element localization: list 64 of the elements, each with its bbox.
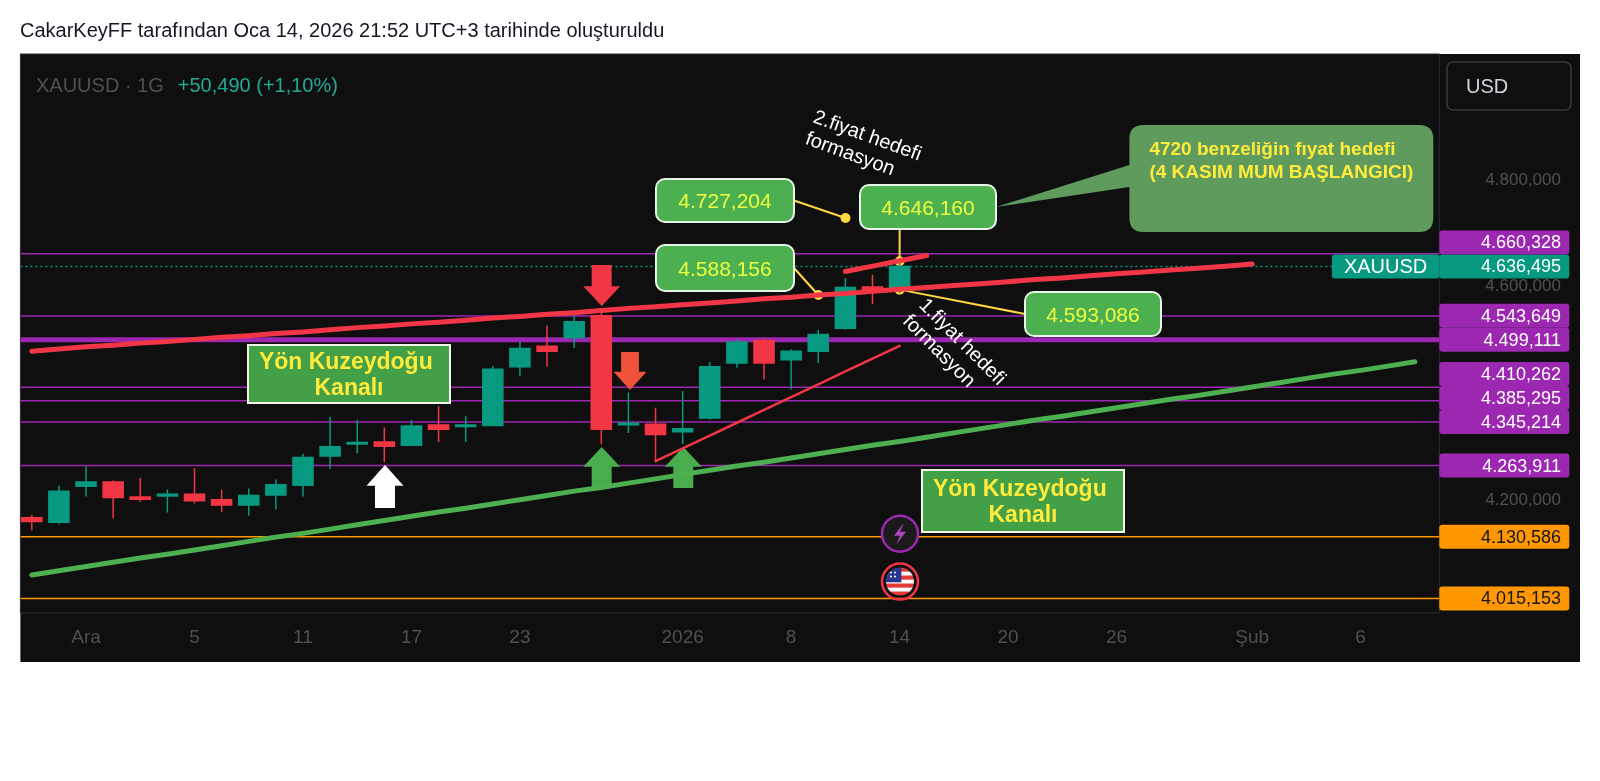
annotation: Yön Kuzeydoğu Kanalı [932, 475, 1114, 527]
y-tick-label: 4.600,000 [1485, 276, 1561, 296]
ref-line-label: 4.015,153 [1480, 588, 1561, 609]
x-tick-label: 26 [1106, 625, 1128, 647]
candlestick [726, 338, 748, 369]
ref-line-label: 4.543,649 [1480, 305, 1561, 326]
ref-line-label: 4.385,295 [1480, 388, 1561, 409]
candlestick [780, 348, 802, 391]
ref-line-label: 4.263,911 [1482, 455, 1561, 476]
candlestick [454, 415, 477, 443]
text: XAUUSD · 1G [36, 74, 164, 96]
text: +50,490 (+1,10%) [177, 74, 338, 96]
x-tick-label: 23 [509, 625, 531, 647]
candlestick [427, 405, 450, 443]
ref-line-label: 4.636,495 [1480, 256, 1561, 277]
x-tick-label: 14 [889, 625, 911, 647]
x-tick-label: 8 [785, 625, 797, 647]
candlestick [210, 488, 233, 513]
annotation: 4.588,156 [678, 256, 772, 280]
x-tick-label: 17 [400, 625, 423, 647]
candlestick [129, 477, 152, 503]
x-tick-label: 2026 [661, 625, 704, 647]
annotation: 4.646,160 [881, 195, 975, 219]
candlestick [265, 478, 287, 511]
x-tick-label: 5 [189, 625, 200, 647]
candlestick [292, 452, 314, 498]
ref-line-label: 4.660,328 [1480, 232, 1561, 253]
candlestick [699, 361, 721, 421]
annotation: Yön Kuzeydoğu Kanalı [258, 348, 440, 400]
annotation: 4.727,204 [678, 189, 773, 212]
ref-line-label: 4.499,111 [1483, 329, 1561, 350]
x-tick-label: 11 [293, 625, 313, 647]
y-tick-label: 4.200,000 [1485, 490, 1561, 510]
candlestick [509, 341, 531, 377]
x-tick-label: Şub [1235, 625, 1270, 647]
x-tick-label: 6 [1355, 625, 1366, 647]
candlestick [617, 392, 640, 434]
annotation: 4.593,086 [1046, 302, 1140, 326]
candlestick [482, 365, 504, 427]
candlestick [536, 324, 558, 368]
annotation: 4720 benzeliğin fıyat hedefi (4 KASIM MUM BAŞLANGICI) [1149, 138, 1414, 182]
candlestick [346, 419, 369, 454]
ref-line-label: 4.130,586 [1480, 526, 1561, 547]
x-tick-label: Ara [71, 625, 102, 647]
candlestick [237, 487, 260, 517]
candlestick [807, 329, 830, 364]
candlestick [373, 426, 396, 464]
x-tick-label: 20 [997, 625, 1019, 647]
y-tick-label: 4.800,000 [1485, 169, 1561, 189]
candlestick [75, 465, 97, 498]
candlestick [319, 416, 341, 470]
candlestick [183, 467, 206, 505]
candlestick [21, 513, 43, 531]
candlestick [102, 479, 124, 520]
candlestick [671, 390, 694, 445]
annotation: XAUUSD [1343, 255, 1428, 278]
ref-line-label: 4.410,262 [1480, 364, 1561, 385]
ref-line-label: 4.345,214 [1480, 412, 1561, 433]
text: CakarKeyFF tarafından Oca 14, 2026 21:52 UTC+3 tarihinde oluşturuldu [20, 19, 665, 41]
candlestick [156, 488, 179, 514]
candlestick [48, 485, 70, 526]
y-axis-title: USD [1466, 75, 1509, 97]
candlestick [400, 419, 423, 446]
candlestick [753, 337, 775, 381]
